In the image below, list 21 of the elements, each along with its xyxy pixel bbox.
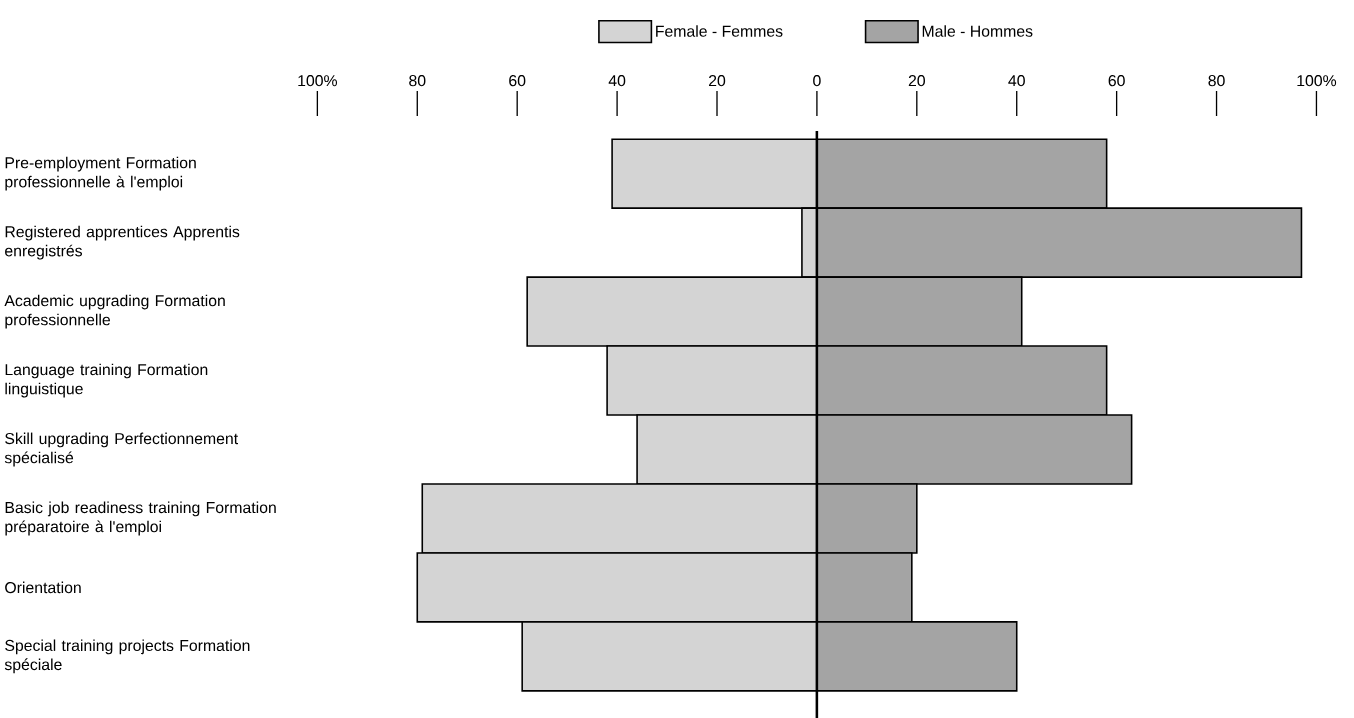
x-tick-label: 40 [608, 74, 626, 87]
y-tick-label: Orientation [5, 581, 81, 593]
legend-label: Male - Hommes [922, 25, 1033, 37]
x-tick-label: 60 [509, 74, 526, 87]
x-tick-label: 80 [409, 74, 426, 87]
x-tick-label: 0 [813, 74, 821, 87]
x-tick-label: 100% [298, 74, 338, 87]
x-tick-label: 20 [908, 74, 925, 87]
y-tick-label: Special training projects Formation spéciale [4, 639, 250, 674]
x-tick-label: 40 [1008, 74, 1025, 87]
y-tick-label: Pre-employment Formation professionnelle à l'emploi [5, 156, 196, 191]
y-tick-label: Basic job readiness training Formation préparatoire à l'emploi [5, 501, 276, 536]
x-tick-label: 20 [708, 74, 726, 87]
y-tick-label: Registered apprentices Apprentis enregistrés [5, 225, 240, 260]
x-tick-label: 100% [1297, 74, 1337, 87]
x-tick-label: 80 [1208, 74, 1225, 87]
legend-label: Female - Femmes [656, 25, 783, 37]
y-tick-label: Skill upgrading Perfectionnement spécialisé [4, 432, 239, 467]
y-tick-label: Academic upgrading Formation professionnelle [4, 294, 225, 329]
x-tick-label: 60 [1108, 74, 1125, 87]
y-tick-label: Language training Formation linguistique [5, 363, 208, 398]
